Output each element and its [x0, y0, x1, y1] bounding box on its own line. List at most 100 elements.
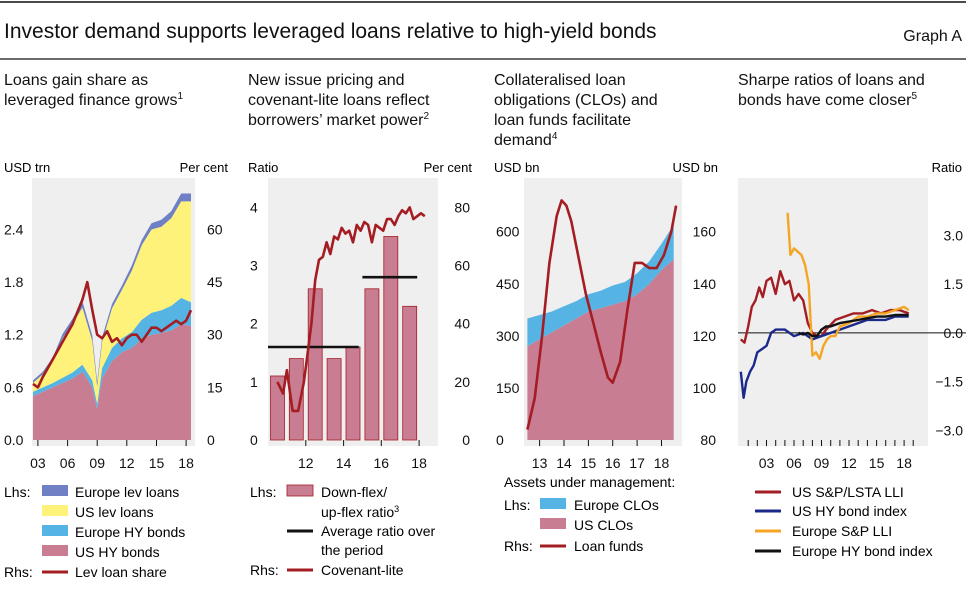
p4-ytick-3: 1.5 [944, 276, 964, 292]
area-europe-clos [527, 224, 674, 347]
panel-4-title-line-1: Sharpe ratios of loans and [738, 72, 925, 89]
p2-ytick-left-1: 1 [250, 374, 258, 390]
legend-panel-2: Lhs: Down-flex/ up-flex ratio3 Average r… [250, 484, 435, 578]
legend-label-average-ratio-line-2: the period [321, 542, 383, 558]
legend-label-us-lli: US S&P/LSTA LLI [792, 484, 904, 500]
legend-label-europe-lev-loans: Europe lev loans [75, 484, 179, 500]
line-loan-funds [526, 199, 678, 430]
legend-label-europe-hy-index: Europe HY bond index [792, 543, 933, 559]
figure-title: Investor demand supports leveraged loans… [4, 20, 657, 43]
p2-ytick-right-4: 80 [454, 199, 470, 215]
legend-label-flex-ratio-line-1: Down-flex/ [321, 484, 387, 500]
p3-xtick-label-5: 18 [654, 455, 670, 471]
p2-ytick-right-3: 60 [454, 258, 470, 274]
legend-label-lev-loan-share: Lev loan share [75, 564, 167, 580]
bar-flex-ratio-2 [307, 288, 323, 441]
panel-3-plot: 0 150 300 450 600 80 100 120 140 160 13 14 15 16 17 18 [496, 199, 717, 471]
p4-xtick-label-5: 18 [896, 455, 912, 471]
legend-label-europe-hy-bonds: Europe HY bonds [75, 524, 185, 540]
p1-ytick-right-4: 60 [207, 222, 223, 238]
legend-label-us-hy-bonds: US HY bonds [75, 544, 160, 560]
area-europe-hy-bonds [33, 297, 191, 410]
legend-swatch-europe-lev-loans [42, 485, 68, 496]
p2-xtick-label-1: 14 [336, 455, 352, 471]
panel-4-footnote: 5 [911, 91, 917, 102]
legend-swatch-us-hy-bonds [42, 545, 68, 556]
panel-4-title-line-2: bonds have come closer5 [738, 91, 917, 109]
p2-ytick-left-3: 3 [250, 258, 258, 274]
panel-4-title: Sharpe ratios of loans and bonds have co… [738, 72, 929, 109]
panel-2-title: New issue pricing and covenant-lite loan… [248, 72, 434, 129]
panel-3-footnote: 4 [552, 131, 558, 142]
panel-1-title: Loans gain share as leveraged finance gr… [4, 72, 183, 109]
legend-p1-rhs: Rhs: [4, 564, 33, 580]
line-lev-loan-share [32, 280, 193, 389]
p1-xtick-label-5: 18 [178, 455, 194, 471]
p1-xtick-label-4: 15 [149, 455, 165, 471]
legend-label-europe-lli: Europe S&P LLI [792, 523, 892, 539]
p3-ytick-right-0: 80 [700, 432, 716, 448]
legend-p3-heading: Assets under management: [504, 474, 675, 490]
legend-label-flex-ratio-line-2: up-flex ratio3 [321, 504, 399, 520]
p1-ytick-left-0: 0.0 [4, 432, 24, 448]
bar-flex-ratio-7 [402, 305, 418, 441]
panel-3: Collateralised loan obligations (CLOs) a… [494, 72, 718, 471]
panel-3-title-line-1: Collateralised loan [494, 72, 626, 89]
legend-label-covenant-lite: Covenant-lite [321, 562, 404, 578]
p3-xtick-label-4: 17 [629, 455, 645, 471]
p3-ytick-right-4: 160 [693, 224, 717, 240]
p3-xtick-label-1: 14 [556, 455, 572, 471]
graph-label: Graph A [903, 28, 962, 45]
area-us-lev-loans [33, 201, 191, 404]
legend-panel-3: Assets under management: Lhs: Europe CLO… [504, 474, 675, 554]
panel-3-title-line-2: obligations (CLOs) and [494, 92, 658, 109]
panel-2-title-line-2: covenant-lite loans reflect [248, 92, 430, 109]
p1-ytick-left-2: 1.2 [4, 327, 24, 343]
legend-swatch-europe-clos [540, 498, 566, 509]
p3-ytick-left-3: 450 [496, 276, 520, 292]
p4-xtick-label-4: 15 [869, 455, 885, 471]
legend-label-average-ratio-line-1: Average ratio over [321, 523, 435, 539]
panel-3-title-line-4: demand4 [494, 131, 558, 149]
bar-flex-ratio-5 [364, 288, 380, 441]
p2-ytick-right-1: 20 [454, 374, 470, 390]
p3-xtick-label-3: 16 [605, 455, 621, 471]
p4-ytick-2: 0.0 [944, 325, 964, 341]
p3-ytick-left-0: 0 [496, 432, 504, 448]
p1-ytick-right-2: 30 [207, 327, 223, 343]
legend-p3-rhs: Rhs: [504, 538, 533, 554]
legend-p1-lhs: Lhs: [4, 484, 30, 500]
p2-xtick-label-0: 12 [298, 455, 314, 471]
panel-3-right-unit: USD bn [672, 160, 718, 175]
legend-label-us-hy-index: US HY bond index [792, 503, 907, 519]
panel-2-right-unit: Per cent [424, 160, 473, 175]
p2-ytick-left-4: 4 [250, 199, 258, 215]
legend-flex-footnote: 3 [394, 504, 399, 514]
p2-ytick-right-2: 40 [454, 316, 470, 332]
line-covenant-lite [276, 206, 426, 413]
legend-p2-lhs: Lhs: [250, 484, 276, 500]
p3-ytick-left-4: 600 [496, 224, 520, 240]
panel-1-title-line-1: Loans gain share as [4, 72, 148, 89]
legend-panel-1: Lhs: Europe lev loans US lev loans Europ… [4, 484, 185, 580]
line-europe-hy-index [798, 313, 909, 338]
p4-xtick-label-0: 03 [759, 455, 775, 471]
panel-1-footnote: 1 [177, 91, 183, 102]
p3-ytick-left-2: 300 [496, 328, 520, 344]
p2-ytick-right-0: 0 [462, 432, 470, 448]
panel-4-plot: −3.0 −1.5 0.0 1.5 3.0 03 06 09 12 15 18 [738, 212, 966, 471]
bar-flex-ratio-6 [383, 236, 399, 441]
p2-ytick-left-0: 0 [250, 432, 258, 448]
panel-1-left-unit: USD trn [4, 160, 50, 175]
bar-flex-ratio-4 [345, 346, 361, 441]
p4-ytick-0: −3.0 [935, 422, 963, 438]
p3-ytick-right-1: 100 [693, 380, 717, 396]
line-us-lli [740, 270, 910, 344]
panel-1-plot: 0.0 0.6 1.2 1.8 2.4 0 15 30 45 60 03 06 09 12 15 18 [4, 193, 223, 471]
legend-p2-rhs: Rhs: [250, 562, 279, 578]
p3-ytick-right-3: 140 [693, 276, 717, 292]
panel-3-title-line-3: loan funds facilitate [494, 112, 631, 129]
legend-label-loan-funds: Loan funds [574, 538, 643, 554]
p4-xtick-label-1: 06 [786, 455, 802, 471]
